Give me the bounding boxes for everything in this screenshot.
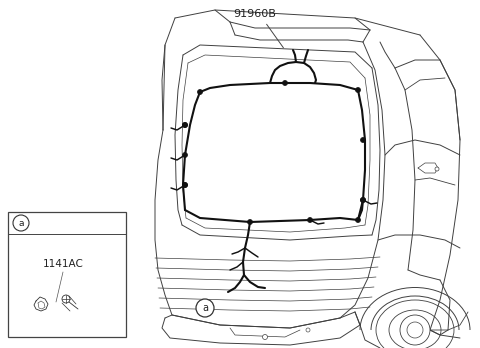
Circle shape [360, 198, 365, 203]
Circle shape [62, 295, 70, 303]
Circle shape [263, 334, 267, 340]
Text: a: a [18, 219, 24, 228]
Text: 91960B: 91960B [234, 9, 276, 19]
Circle shape [356, 87, 360, 93]
Bar [8, 212, 126, 337]
Circle shape [182, 152, 188, 158]
Circle shape [360, 137, 365, 142]
Circle shape [283, 80, 288, 86]
Circle shape [306, 328, 310, 332]
Circle shape [13, 215, 29, 231]
Circle shape [196, 299, 214, 317]
Circle shape [182, 182, 188, 188]
Circle shape [197, 89, 203, 95]
Circle shape [182, 122, 188, 127]
Circle shape [356, 218, 360, 222]
Circle shape [360, 198, 365, 203]
Circle shape [248, 220, 252, 224]
Circle shape [435, 167, 439, 171]
Text: a: a [202, 303, 208, 313]
Circle shape [182, 182, 188, 188]
Circle shape [400, 315, 430, 345]
Circle shape [182, 122, 188, 127]
Circle shape [308, 218, 312, 222]
Text: 1141AC: 1141AC [43, 259, 84, 269]
Circle shape [407, 322, 423, 338]
